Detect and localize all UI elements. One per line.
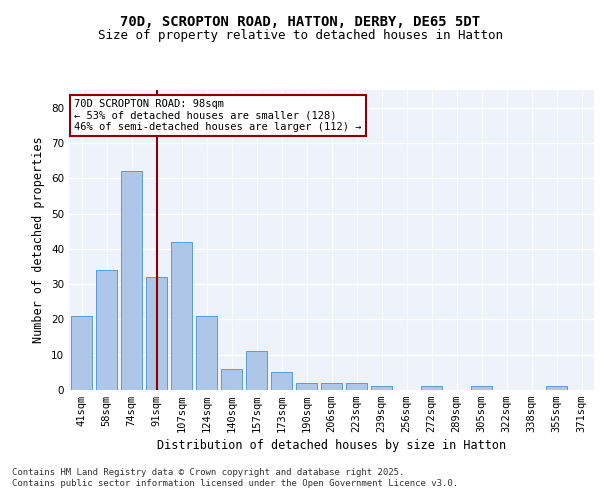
Bar [296,383,317,390]
Bar [546,386,567,390]
Text: Size of property relative to detached houses in Hatton: Size of property relative to detached ho… [97,30,503,43]
Text: Contains HM Land Registry data © Crown copyright and database right 2025.
Contai: Contains HM Land Registry data © Crown c… [12,468,458,487]
Y-axis label: Number of detached properties: Number of detached properties [32,136,46,344]
Bar [71,316,92,390]
Bar [271,372,292,390]
Bar [96,270,117,390]
Bar [346,383,367,390]
Text: 70D SCROPTON ROAD: 98sqm
← 53% of detached houses are smaller (128)
46% of semi-: 70D SCROPTON ROAD: 98sqm ← 53% of detach… [74,99,362,132]
X-axis label: Distribution of detached houses by size in Hatton: Distribution of detached houses by size … [157,440,506,452]
Bar [371,386,392,390]
Text: 70D, SCROPTON ROAD, HATTON, DERBY, DE65 5DT: 70D, SCROPTON ROAD, HATTON, DERBY, DE65 … [120,16,480,30]
Bar [121,171,142,390]
Bar [171,242,192,390]
Bar [421,386,442,390]
Bar [246,351,267,390]
Bar [221,369,242,390]
Bar [146,277,167,390]
Bar [471,386,492,390]
Bar [196,316,217,390]
Bar [321,383,342,390]
